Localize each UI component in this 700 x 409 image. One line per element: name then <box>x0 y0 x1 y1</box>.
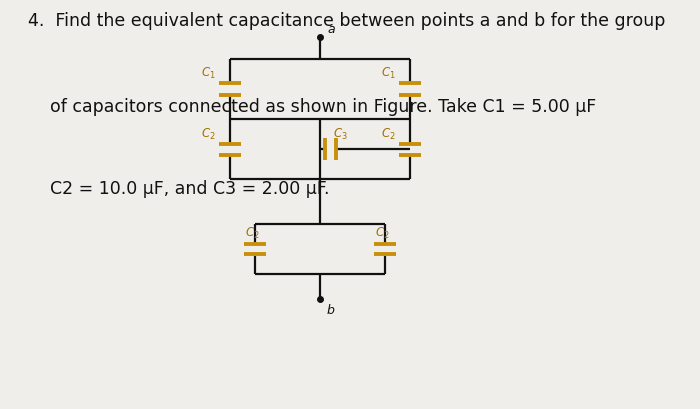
Text: $C_3$: $C_3$ <box>333 126 348 141</box>
Text: $C_2$: $C_2$ <box>245 225 259 240</box>
Text: $C_2$: $C_2$ <box>201 126 216 141</box>
Text: $C_1$: $C_1$ <box>201 65 216 80</box>
Text: $C_1$: $C_1$ <box>381 65 395 80</box>
Text: $C_2$: $C_2$ <box>381 126 395 141</box>
Text: $C_2$: $C_2$ <box>374 225 389 240</box>
Text: 4.  Find the equivalent capacitance between points a and b for the group: 4. Find the equivalent capacitance betwe… <box>28 12 666 30</box>
Text: C2 = 10.0 μF, and C3 = 2.00 μF.: C2 = 10.0 μF, and C3 = 2.00 μF. <box>28 180 330 198</box>
Text: of capacitors connected as shown in Figure. Take C1 = 5.00 μF: of capacitors connected as shown in Figu… <box>28 98 596 116</box>
Text: b: b <box>327 303 335 316</box>
Text: a: a <box>327 23 335 36</box>
